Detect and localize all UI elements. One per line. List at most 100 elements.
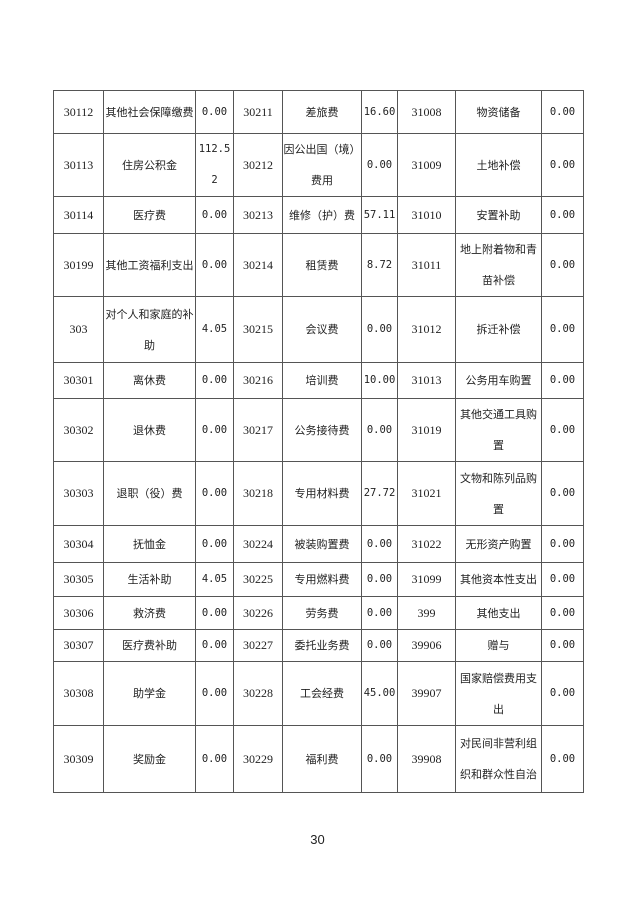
- amount-cell: 0.00: [361, 629, 398, 662]
- item-name-cell: 医疗费: [103, 196, 196, 234]
- code-cell: 30229: [233, 725, 283, 793]
- item-name-cell: 其他资本性支出: [455, 562, 542, 597]
- amount-cell: 112.52: [195, 133, 234, 197]
- amount-cell: 0.00: [541, 296, 584, 363]
- code-cell: 30305: [53, 562, 104, 597]
- item-name-cell: 土地补偿: [455, 133, 542, 197]
- item-name-cell: 无形资产购置: [455, 525, 542, 563]
- item-name-cell: 对民间非营利组织和群众性自治: [455, 725, 542, 793]
- item-name-cell: 会议费: [282, 296, 362, 363]
- item-name-cell: 公务用车购置: [455, 362, 542, 399]
- code-cell: 31012: [397, 296, 456, 363]
- code-cell: 30225: [233, 562, 283, 597]
- amount-cell: 16.60: [361, 90, 398, 134]
- code-cell: 30302: [53, 398, 104, 462]
- amount-cell: 0.00: [361, 296, 398, 363]
- amount-cell: 4.05: [195, 562, 234, 597]
- code-cell: 30212: [233, 133, 283, 197]
- code-cell: 399: [397, 596, 456, 630]
- code-cell: 31021: [397, 461, 456, 526]
- code-cell: 30228: [233, 661, 283, 726]
- table-row: 30112 其他社会保障缴费 0.00 30211 差旅费 16.60 31008 物资储备 0…: [53, 90, 584, 134]
- item-name-cell: 福利费: [282, 725, 362, 793]
- amount-cell: 0.00: [541, 461, 584, 526]
- item-name-cell: 奖励金: [103, 725, 196, 793]
- code-cell: 30304: [53, 525, 104, 563]
- code-cell: 31019: [397, 398, 456, 462]
- item-name-cell: 培训费: [282, 362, 362, 399]
- item-name-cell: 国家赔偿费用支出: [455, 661, 542, 726]
- item-name-cell: 住房公积金: [103, 133, 196, 197]
- amount-cell: 0.00: [541, 525, 584, 563]
- code-cell: 31008: [397, 90, 456, 134]
- amount-cell: 0.00: [541, 661, 584, 726]
- code-cell: 31010: [397, 196, 456, 234]
- code-cell: 30216: [233, 362, 283, 399]
- amount-cell: 0.00: [361, 596, 398, 630]
- amount-cell: 45.00: [361, 661, 398, 726]
- item-name-cell: 生活补助: [103, 562, 196, 597]
- code-cell: 30308: [53, 661, 104, 726]
- amount-cell: 0.00: [195, 461, 234, 526]
- code-cell: 30218: [233, 461, 283, 526]
- code-cell: 30217: [233, 398, 283, 462]
- item-name-cell: 退休费: [103, 398, 196, 462]
- table-row: 30308 助学金 0.00 30228 工会经费 45.00 39907 国家赔偿费用支出 0…: [53, 661, 584, 726]
- table-row: 30302 退休费 0.00 30217 公务接待费 0.00 31019 其他交通工具购置 0…: [53, 398, 584, 462]
- item-name-cell: 委托业务费: [282, 629, 362, 662]
- code-cell: 30214: [233, 233, 283, 297]
- table-row: 30309 奖励金 0.00 30229 福利费 0.00 39908 对民间非营利组织和群众…: [53, 725, 584, 793]
- item-name-cell: 物资储备: [455, 90, 542, 134]
- code-cell: 31011: [397, 233, 456, 297]
- table-row: 30301 离休费 0.00 30216 培训费 10.00 31013 公务用车购置 0.00: [53, 362, 584, 399]
- code-cell: 30213: [233, 196, 283, 234]
- item-name-cell: 租赁费: [282, 233, 362, 297]
- code-cell: 39906: [397, 629, 456, 662]
- table-row: 30306 救济费 0.00 30226 劳务费 0.00 399 其他支出 0.00: [53, 596, 584, 630]
- item-name-cell: 赠与: [455, 629, 542, 662]
- amount-cell: 0.00: [541, 629, 584, 662]
- table-row: 303 对个人和家庭的补助 4.05 30215 会议费 0.00 31012 拆迁补偿 0.0…: [53, 296, 584, 363]
- amount-cell: 0.00: [195, 596, 234, 630]
- amount-cell: 0.00: [541, 90, 584, 134]
- item-name-cell: 公务接待费: [282, 398, 362, 462]
- table-row: 30113 住房公积金 112.52 30212 因公出国（境）费用 0.00 31009 土…: [53, 133, 584, 197]
- amount-cell: 0.00: [195, 398, 234, 462]
- item-name-cell: 离休费: [103, 362, 196, 399]
- page-number: 30: [310, 832, 325, 847]
- code-cell: 30224: [233, 525, 283, 563]
- amount-cell: 0.00: [541, 725, 584, 793]
- expenditure-table: 30112 其他社会保障缴费 0.00 30211 差旅费 16.60 31008 物资储备 0…: [53, 90, 584, 793]
- amount-cell: 0.00: [361, 398, 398, 462]
- code-cell: 31013: [397, 362, 456, 399]
- item-name-cell: 维修（护）费: [282, 196, 362, 234]
- item-name-cell: 专用材料费: [282, 461, 362, 526]
- amount-cell: 0.00: [361, 133, 398, 197]
- amount-cell: 4.05: [195, 296, 234, 363]
- code-cell: 30199: [53, 233, 104, 297]
- code-cell: 39908: [397, 725, 456, 793]
- table-row: 30114 医疗费 0.00 30213 维修（护）费 57.11 31010 安置补助 0.0…: [53, 196, 584, 234]
- item-name-cell: 被装购置费: [282, 525, 362, 563]
- item-name-cell: 助学金: [103, 661, 196, 726]
- amount-cell: 0.00: [361, 725, 398, 793]
- code-cell: 30226: [233, 596, 283, 630]
- amount-cell: 0.00: [195, 725, 234, 793]
- amount-cell: 0.00: [541, 398, 584, 462]
- code-cell: 31022: [397, 525, 456, 563]
- code-cell: 30211: [233, 90, 283, 134]
- code-cell: 30112: [53, 90, 104, 134]
- item-name-cell: 拆迁补偿: [455, 296, 542, 363]
- code-cell: 31099: [397, 562, 456, 597]
- amount-cell: 0.00: [361, 562, 398, 597]
- item-name-cell: 专用燃料费: [282, 562, 362, 597]
- code-cell: 39907: [397, 661, 456, 726]
- code-cell: 303: [53, 296, 104, 363]
- amount-cell: 0.00: [195, 362, 234, 399]
- amount-cell: 0.00: [195, 90, 234, 134]
- item-name-cell: 其他工资福利支出: [103, 233, 196, 297]
- amount-cell: 0.00: [541, 233, 584, 297]
- item-name-cell: 地上附着物和青苗补偿: [455, 233, 542, 297]
- amount-cell: 0.00: [195, 525, 234, 563]
- code-cell: 30114: [53, 196, 104, 234]
